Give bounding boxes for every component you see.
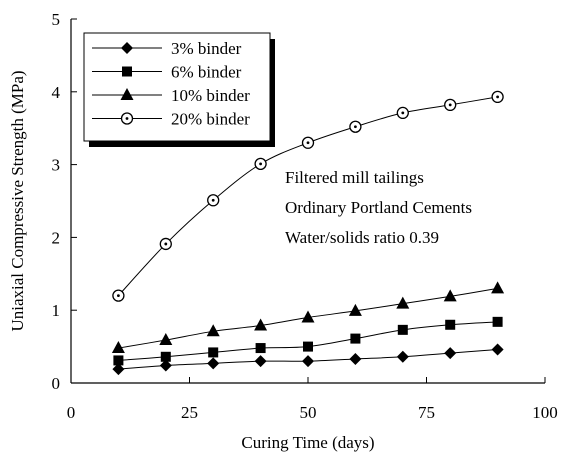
legend-label: 20% binder	[171, 110, 250, 129]
data-point	[444, 347, 457, 360]
data-point	[301, 310, 315, 323]
x-axis: 0 25 50 75 100	[67, 377, 558, 422]
data-point	[254, 355, 267, 368]
legend-marker	[120, 88, 134, 100]
data-point	[302, 355, 314, 368]
data-point	[303, 341, 313, 352]
annotation-material: Filtered mill tailings	[285, 168, 424, 187]
data-point	[301, 136, 315, 149]
y-tick-label: 0	[52, 374, 61, 393]
y-axis-label: Uniaxial Compressive Strength (MPa)	[8, 70, 27, 331]
legend-item: 3% binder	[92, 39, 242, 58]
data-point	[349, 352, 362, 365]
data-point	[396, 296, 410, 309]
legend-marker	[121, 42, 133, 54]
data-point	[113, 355, 124, 366]
data-point	[159, 359, 172, 372]
y-tick-label: 3	[52, 156, 61, 175]
legend-item: 10% binder	[92, 86, 250, 105]
x-tick-label: 25	[181, 403, 198, 422]
y-tick-label: 1	[52, 301, 61, 320]
data-point	[491, 343, 504, 356]
data-point	[112, 363, 125, 376]
data-point	[207, 357, 220, 370]
legend-label: 10% binder	[171, 86, 250, 105]
annotation-water-ratio: Water/solids ratio 0.39	[285, 228, 439, 247]
legend: 3% binder 6% binder 10% binder 20% binder	[83, 32, 275, 147]
y-tick-label: 2	[52, 228, 61, 247]
data-point	[111, 341, 125, 354]
data-point	[160, 351, 171, 362]
x-tick-label: 50	[300, 403, 317, 422]
data-point	[445, 319, 456, 330]
data-point	[350, 333, 361, 344]
series-layer	[111, 90, 505, 376]
x-tick-label: 75	[418, 403, 435, 422]
data-point	[254, 157, 267, 171]
data-point	[206, 324, 220, 337]
y-tick-label: 4	[52, 83, 61, 102]
series-2	[113, 316, 503, 366]
data-point	[443, 289, 457, 302]
legend-box	[83, 32, 271, 142]
data-point	[112, 289, 125, 302]
data-point	[397, 324, 408, 335]
data-point	[255, 343, 266, 354]
x-tick-label: 100	[532, 403, 558, 422]
data-point	[492, 316, 503, 327]
data-point	[348, 303, 362, 316]
data-point	[491, 90, 504, 104]
legend-marker	[122, 66, 132, 77]
legend-item: 6% binder	[92, 63, 242, 82]
x-tick-label: 0	[67, 403, 76, 422]
data-point	[208, 347, 219, 358]
x-axis-label: Curing Time (days)	[241, 433, 374, 452]
legend-item: 20% binder	[92, 110, 250, 129]
series-4	[112, 90, 504, 302]
legend-label: 3% binder	[171, 39, 242, 58]
y-axis: 0 1 2 3 4 5	[52, 10, 77, 393]
data-point	[349, 120, 362, 133]
data-point	[159, 237, 172, 251]
data-point	[444, 98, 457, 112]
legend-marker	[120, 112, 134, 125]
data-point	[491, 281, 505, 294]
annotations: Filtered mill tailings Ordinary Portland…	[285, 168, 472, 247]
series-1	[112, 343, 504, 376]
annotation-cement: Ordinary Portland Cements	[285, 198, 472, 217]
series-3	[111, 281, 505, 354]
data-point	[254, 318, 268, 331]
y-tick-label: 5	[52, 10, 61, 29]
legend-items: 3% binder 6% binder 10% binder 20% binder	[92, 39, 250, 129]
data-point	[159, 333, 173, 346]
legend-label: 6% binder	[171, 63, 242, 82]
data-point	[396, 350, 409, 363]
data-point	[396, 106, 409, 120]
data-point	[207, 194, 220, 207]
